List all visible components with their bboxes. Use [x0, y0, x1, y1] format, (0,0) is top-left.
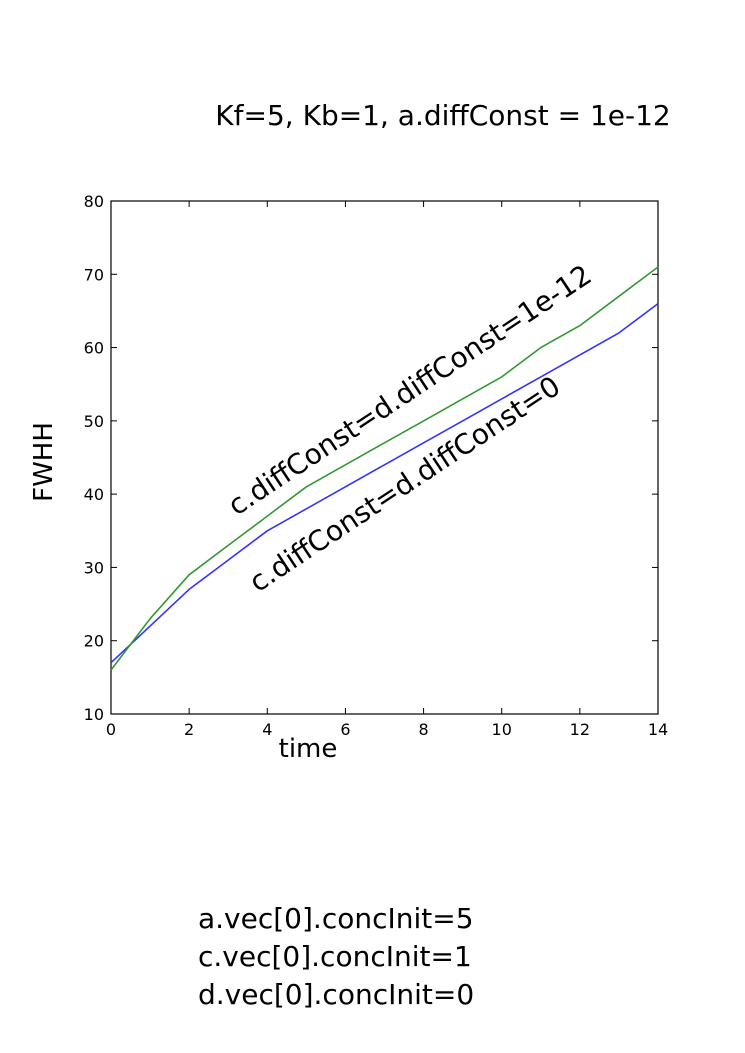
- x-axis-label: time: [279, 734, 338, 764]
- y-tick-label: 10: [84, 705, 104, 724]
- x-tick-label: 2: [184, 720, 194, 739]
- y-tick-label: 20: [84, 632, 104, 651]
- series-line-1: [110, 266, 659, 671]
- x-tick-label: 8: [418, 720, 428, 739]
- x-tick-label: 14: [648, 720, 668, 739]
- x-tick-label: 4: [262, 720, 272, 739]
- plot-frame: [110, 200, 659, 715]
- y-tick-label: 60: [84, 339, 104, 358]
- x-tick-label: 6: [340, 720, 350, 739]
- note-a-conc-init: a.vec[0].concInit=5: [198, 902, 474, 935]
- x-tick-label: 12: [570, 720, 590, 739]
- x-tick-label: 0: [106, 720, 116, 739]
- x-tick-label: 10: [492, 720, 512, 739]
- chart-title: Kf=5, Kb=1, a.diffConst = 1e-12: [215, 99, 670, 132]
- note-c-conc-init: c.vec[0].concInit=1: [198, 940, 472, 973]
- note-d-conc-init: d.vec[0].concInit=0: [198, 978, 475, 1011]
- series-lines: [110, 266, 659, 671]
- y-axis-label: FWHH: [29, 422, 59, 502]
- y-tick-label: 70: [84, 265, 104, 284]
- y-tick-label: 80: [84, 192, 104, 211]
- series-line-0: [110, 302, 659, 664]
- y-tick-label: 30: [84, 558, 104, 577]
- axis-ticks: 0 2 4 6 8 10 12 14 10 20 30 40 50 60 70 80: [84, 192, 669, 739]
- y-tick-label: 40: [84, 485, 104, 504]
- y-tick-label: 50: [84, 412, 104, 431]
